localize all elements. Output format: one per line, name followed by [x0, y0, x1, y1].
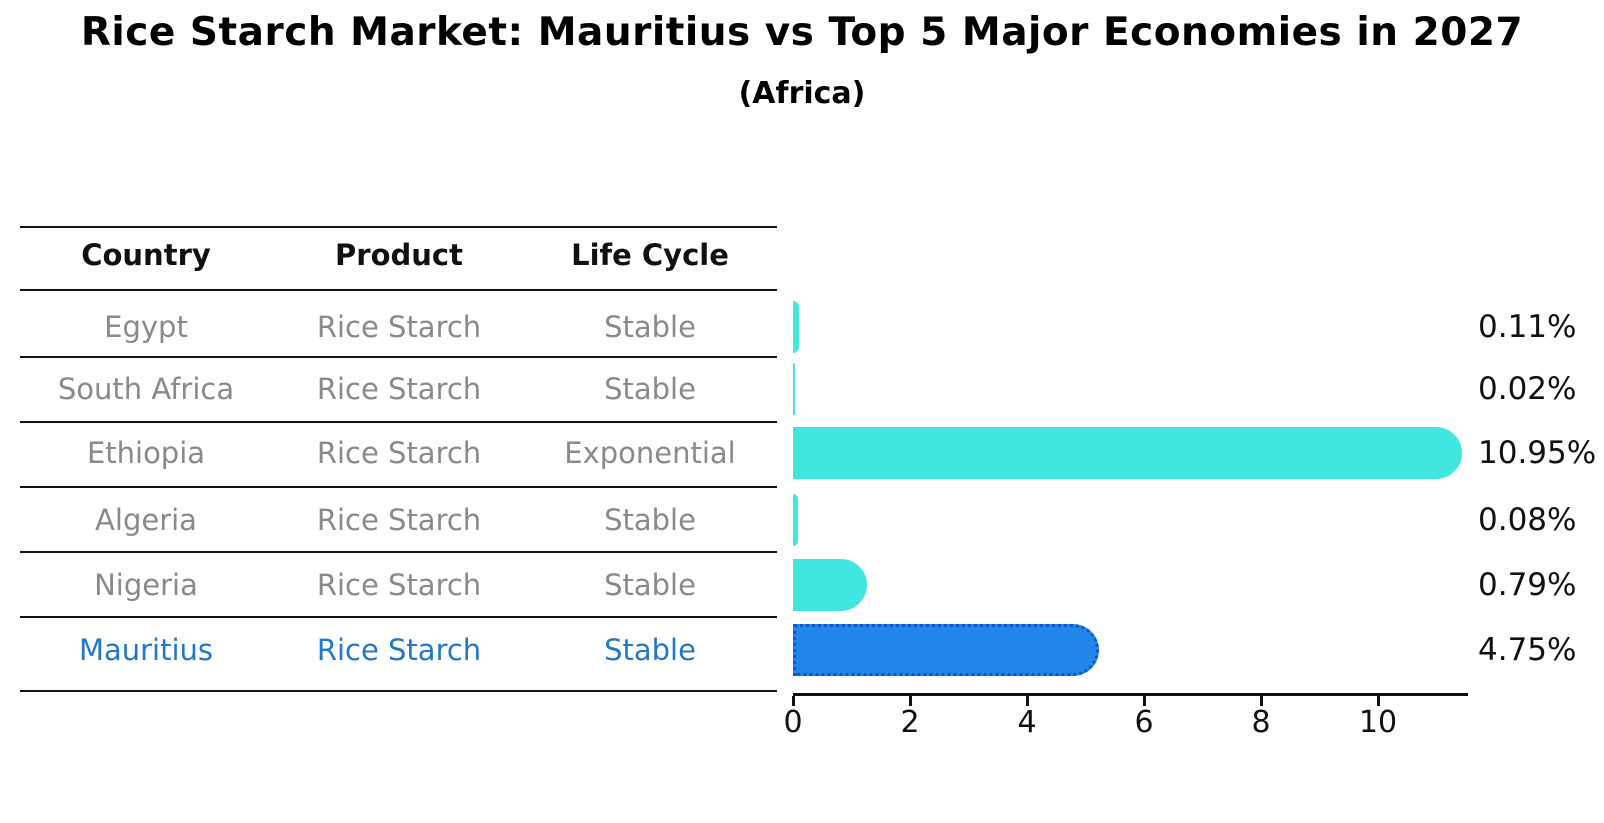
chart-subtitle: (Africa)	[738, 76, 866, 111]
lifecycle-cell: Exponential	[564, 436, 736, 470]
table-row-nigeria: Nigeria Rice Starch Stable	[0, 559, 780, 611]
bar-mauritius	[793, 624, 1099, 676]
bar-south-africa	[793, 363, 795, 415]
product-cell: Rice Starch	[316, 633, 482, 667]
table-separator-line	[20, 226, 777, 228]
country-cell: Nigeria	[94, 568, 198, 602]
value-label-nigeria: 0.79%	[1478, 567, 1577, 603]
x-axis-tick-label: 8	[1251, 704, 1271, 740]
x-axis-tick	[1259, 695, 1263, 706]
lifecycle-cell: Stable	[604, 568, 696, 602]
table-row-ethiopia: Ethiopia Rice Starch Exponential	[0, 427, 780, 479]
value-label-algeria: 0.08%	[1478, 502, 1577, 538]
x-axis-line	[793, 692, 1468, 696]
country-cell: Ethiopia	[86, 436, 206, 470]
table-row-algeria: Algeria Rice Starch Stable	[0, 494, 780, 546]
value-label-south-africa: 0.02%	[1478, 371, 1577, 407]
x-axis-tick	[791, 695, 795, 706]
x-axis-tick-label: 10	[1358, 704, 1398, 740]
x-axis-tick-label: 2	[900, 704, 920, 740]
bar-nigeria	[793, 559, 868, 611]
lifecycle-cell: Stable	[604, 372, 696, 406]
value-label-egypt: 0.11%	[1478, 309, 1577, 345]
table-row-egypt: Egypt Rice Starch Stable	[0, 301, 780, 353]
x-axis-tick-label: 6	[1134, 704, 1154, 740]
x-axis-tick	[1376, 695, 1380, 706]
table-separator-line	[20, 289, 777, 291]
product-cell: Rice Starch	[316, 436, 482, 470]
lifecycle-cell: Stable	[604, 503, 696, 537]
table-separator-line	[20, 421, 777, 423]
table-separator-line	[20, 551, 777, 553]
country-cell: South Africa	[57, 372, 235, 406]
table-separator-line	[20, 616, 777, 618]
chart-title: Rice Starch Market: Mauritius vs Top 5 M…	[80, 10, 1524, 55]
table-separator-line	[20, 486, 777, 488]
product-cell: Rice Starch	[316, 372, 482, 406]
product-cell: Rice Starch	[316, 310, 482, 344]
lifecycle-cell: Stable	[604, 633, 696, 667]
bar-egypt	[793, 301, 800, 353]
table-row-south-africa: South Africa Rice Starch Stable	[0, 363, 780, 415]
value-label-ethiopia: 10.95%	[1478, 435, 1597, 471]
table-header-row: Country Product Life Cycle	[0, 229, 780, 281]
bar-ethiopia	[793, 427, 1462, 479]
table-header-product: Product	[335, 238, 463, 272]
lifecycle-cell: Stable	[604, 310, 696, 344]
product-cell: Rice Starch	[316, 503, 482, 537]
x-axis-tick	[1025, 695, 1029, 706]
value-label-mauritius: 4.75%	[1478, 632, 1577, 668]
country-cell: Egypt	[104, 310, 188, 344]
product-cell: Rice Starch	[316, 568, 482, 602]
country-cell: Mauritius	[78, 633, 214, 667]
x-axis-tick-label: 0	[783, 704, 803, 740]
table-separator-line	[20, 690, 777, 692]
country-cell: Algeria	[95, 503, 197, 537]
x-axis-tick	[1142, 695, 1146, 706]
table-separator-line	[20, 356, 777, 358]
bar-algeria	[793, 494, 798, 546]
table-header-country: Country	[81, 238, 211, 272]
table-row-mauritius: Mauritius Rice Starch Stable	[0, 624, 780, 676]
x-axis-tick	[908, 695, 912, 706]
x-axis-tick-label: 4	[1017, 704, 1037, 740]
table-header-lifecycle: Life Cycle	[571, 238, 729, 272]
